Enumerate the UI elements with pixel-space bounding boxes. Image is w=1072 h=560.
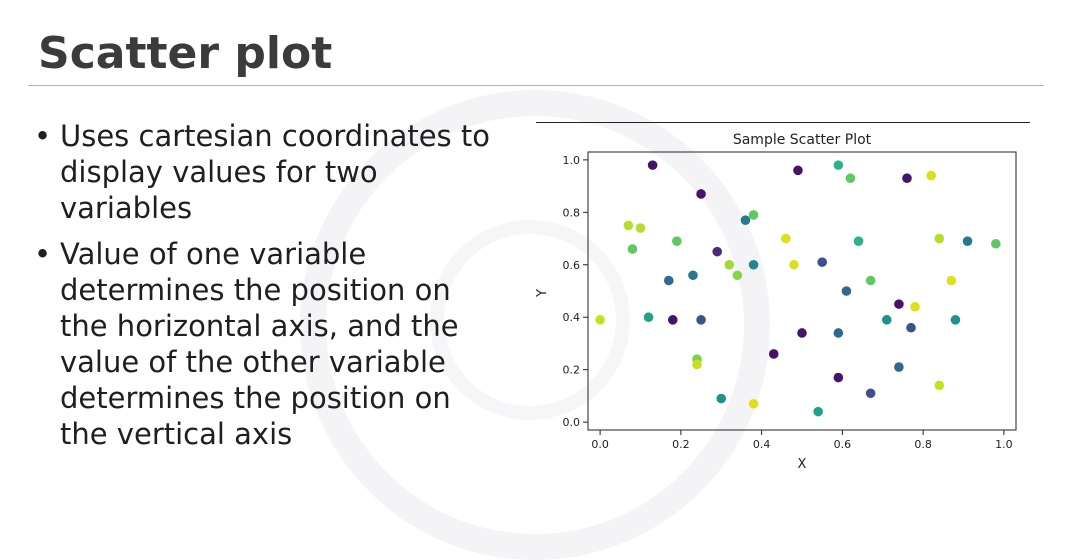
scatter-point xyxy=(595,315,605,325)
scatter-point xyxy=(748,210,759,220)
scatter-point xyxy=(748,398,759,409)
scatter-point xyxy=(647,160,658,170)
scatter-point xyxy=(688,270,698,281)
x-tick-label: 0.6 xyxy=(834,438,852,451)
scatter-point xyxy=(768,349,779,359)
scatter-points xyxy=(595,160,1001,417)
scatter-point xyxy=(643,312,654,323)
bullet-dot-icon: • xyxy=(34,119,52,153)
scatter-point xyxy=(793,165,803,176)
scatter-point xyxy=(740,215,751,225)
x-tick-label: 0.4 xyxy=(753,438,771,451)
scatter-chart: Sample Scatter Plot X Y 0.0 0.2 0.4 0.6 0.8 1… xyxy=(535,118,1030,478)
scatter-point xyxy=(817,257,827,267)
scatter-point xyxy=(732,270,743,281)
scatter-chart-svg: Sample Scatter Plot X Y 0.0 0.2 0.4 0.6 0.8 1… xyxy=(535,132,1017,472)
y-tick-label: 1.0 xyxy=(563,154,581,167)
scatter-point xyxy=(910,301,920,312)
scatter-point xyxy=(894,299,904,309)
scatter-point xyxy=(926,170,937,181)
y-axis-label: Y xyxy=(536,289,550,298)
scatter-point xyxy=(635,223,646,233)
scatter-point xyxy=(724,259,735,270)
scatter-point xyxy=(946,275,957,286)
bullet-item: • Uses cartesian coordinates to display … xyxy=(30,118,500,226)
x-tick-label: 0.2 xyxy=(672,438,690,451)
y-tick-label: 0.4 xyxy=(563,311,581,324)
scatter-point xyxy=(833,328,844,338)
scatter-point xyxy=(833,160,844,170)
scatter-point xyxy=(748,259,759,270)
scatter-point xyxy=(841,286,852,296)
scatter-point xyxy=(962,236,973,246)
scatter-point xyxy=(696,189,706,199)
scatter-point xyxy=(991,238,1001,249)
slide-title: Scatter plot xyxy=(38,28,333,79)
y-tick-label: 0.2 xyxy=(563,364,581,377)
chart-top-rule xyxy=(536,122,1030,123)
scatter-point xyxy=(627,244,638,254)
scatter-point xyxy=(833,372,844,383)
bullet-dot-icon: • xyxy=(34,237,52,271)
scatter-point xyxy=(902,173,912,184)
scatter-point xyxy=(623,220,634,231)
scatter-point xyxy=(797,328,807,338)
scatter-point xyxy=(663,275,674,286)
scatter-point xyxy=(881,315,892,325)
scatter-point xyxy=(865,388,876,399)
x-axis-label: X xyxy=(798,457,807,472)
scatter-point xyxy=(789,259,799,270)
x-tick-label: 0.8 xyxy=(914,438,932,451)
scatter-point xyxy=(781,233,791,244)
scatter-point xyxy=(672,236,682,246)
scatter-point xyxy=(667,315,678,325)
bullet-list: • Uses cartesian coordinates to display … xyxy=(30,118,500,462)
y-tick-label: 0.6 xyxy=(563,259,581,272)
bullet-text: Uses cartesian coordinates to display va… xyxy=(60,119,491,225)
x-tick-label: 0.0 xyxy=(591,438,609,451)
scatter-point xyxy=(906,322,916,333)
scatter-point xyxy=(692,359,702,370)
title-divider xyxy=(28,85,1044,86)
y-axis-ticks: 0.0 0.2 0.4 0.6 0.8 1.0 xyxy=(563,154,588,429)
scatter-point xyxy=(853,236,864,246)
bullet-text: Value of one variable determines the pos… xyxy=(60,237,459,451)
bullet-item: • Value of one variable determines the p… xyxy=(30,236,500,452)
scatter-point xyxy=(696,315,706,325)
x-axis-ticks: 0.0 0.2 0.4 0.6 0.8 1.0 xyxy=(591,430,1013,451)
plot-frame xyxy=(587,151,1017,431)
scatter-point xyxy=(845,173,856,184)
x-tick-label: 1.0 xyxy=(995,438,1013,451)
y-tick-label: 0.0 xyxy=(563,416,581,429)
scatter-point xyxy=(934,380,945,391)
y-tick-label: 0.8 xyxy=(563,206,581,219)
scatter-point xyxy=(813,406,823,417)
scatter-point xyxy=(865,275,876,286)
scatter-point xyxy=(894,362,904,372)
scatter-point xyxy=(950,315,961,325)
scatter-point xyxy=(716,393,727,404)
scatter-point xyxy=(712,246,723,257)
scatter-point xyxy=(934,233,945,244)
chart-title: Sample Scatter Plot xyxy=(733,132,872,148)
